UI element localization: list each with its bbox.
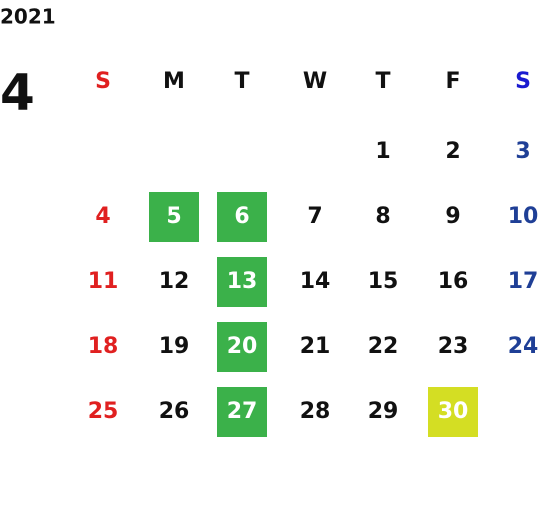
- day-number: 3: [515, 139, 530, 164]
- day-number: 21: [300, 334, 331, 359]
- day-number: 8: [375, 204, 390, 229]
- day-number: 5: [166, 204, 181, 229]
- day-number: 30: [438, 399, 469, 424]
- day-highlight: [428, 387, 478, 437]
- day-number: 24: [508, 334, 539, 359]
- day-number: 16: [438, 269, 469, 294]
- weekday-label: W: [303, 69, 327, 94]
- day-number: 22: [368, 334, 399, 359]
- year: 2021: [0, 5, 56, 29]
- day-highlight: [217, 257, 267, 307]
- weekday-label: M: [163, 69, 185, 94]
- day-number: 13: [227, 269, 258, 294]
- day-number: 26: [159, 399, 190, 424]
- day-number: 12: [159, 269, 190, 294]
- day-number: 11: [88, 269, 119, 294]
- day-number: 2: [445, 139, 460, 164]
- day-number: 15: [368, 269, 399, 294]
- day-number: 17: [508, 269, 539, 294]
- day-number: 6: [234, 204, 249, 229]
- day-number: 27: [227, 399, 258, 424]
- day-number: 14: [300, 269, 331, 294]
- day-highlight: [217, 322, 267, 372]
- weekday-label: F: [445, 69, 460, 94]
- day-highlight: [149, 192, 199, 242]
- day-number: 7: [307, 204, 322, 229]
- day-number: 19: [159, 334, 190, 359]
- day-number: 10: [508, 204, 539, 229]
- weekday-label: S: [95, 69, 111, 94]
- day-number: 1: [375, 139, 390, 164]
- weekday-label: T: [375, 69, 390, 94]
- day-number: 4: [95, 204, 110, 229]
- weekday-label: T: [234, 69, 249, 94]
- month: 4: [0, 64, 35, 122]
- day-number: 29: [368, 399, 399, 424]
- day-number: 28: [300, 399, 331, 424]
- day-number: 25: [88, 399, 119, 424]
- day-number: 9: [445, 204, 460, 229]
- day-highlight: [217, 387, 267, 437]
- day-number: 20: [227, 334, 258, 359]
- day-highlight: [217, 192, 267, 242]
- day-number: 23: [438, 334, 469, 359]
- day-number: 18: [88, 334, 119, 359]
- weekday-label: S: [515, 69, 531, 94]
